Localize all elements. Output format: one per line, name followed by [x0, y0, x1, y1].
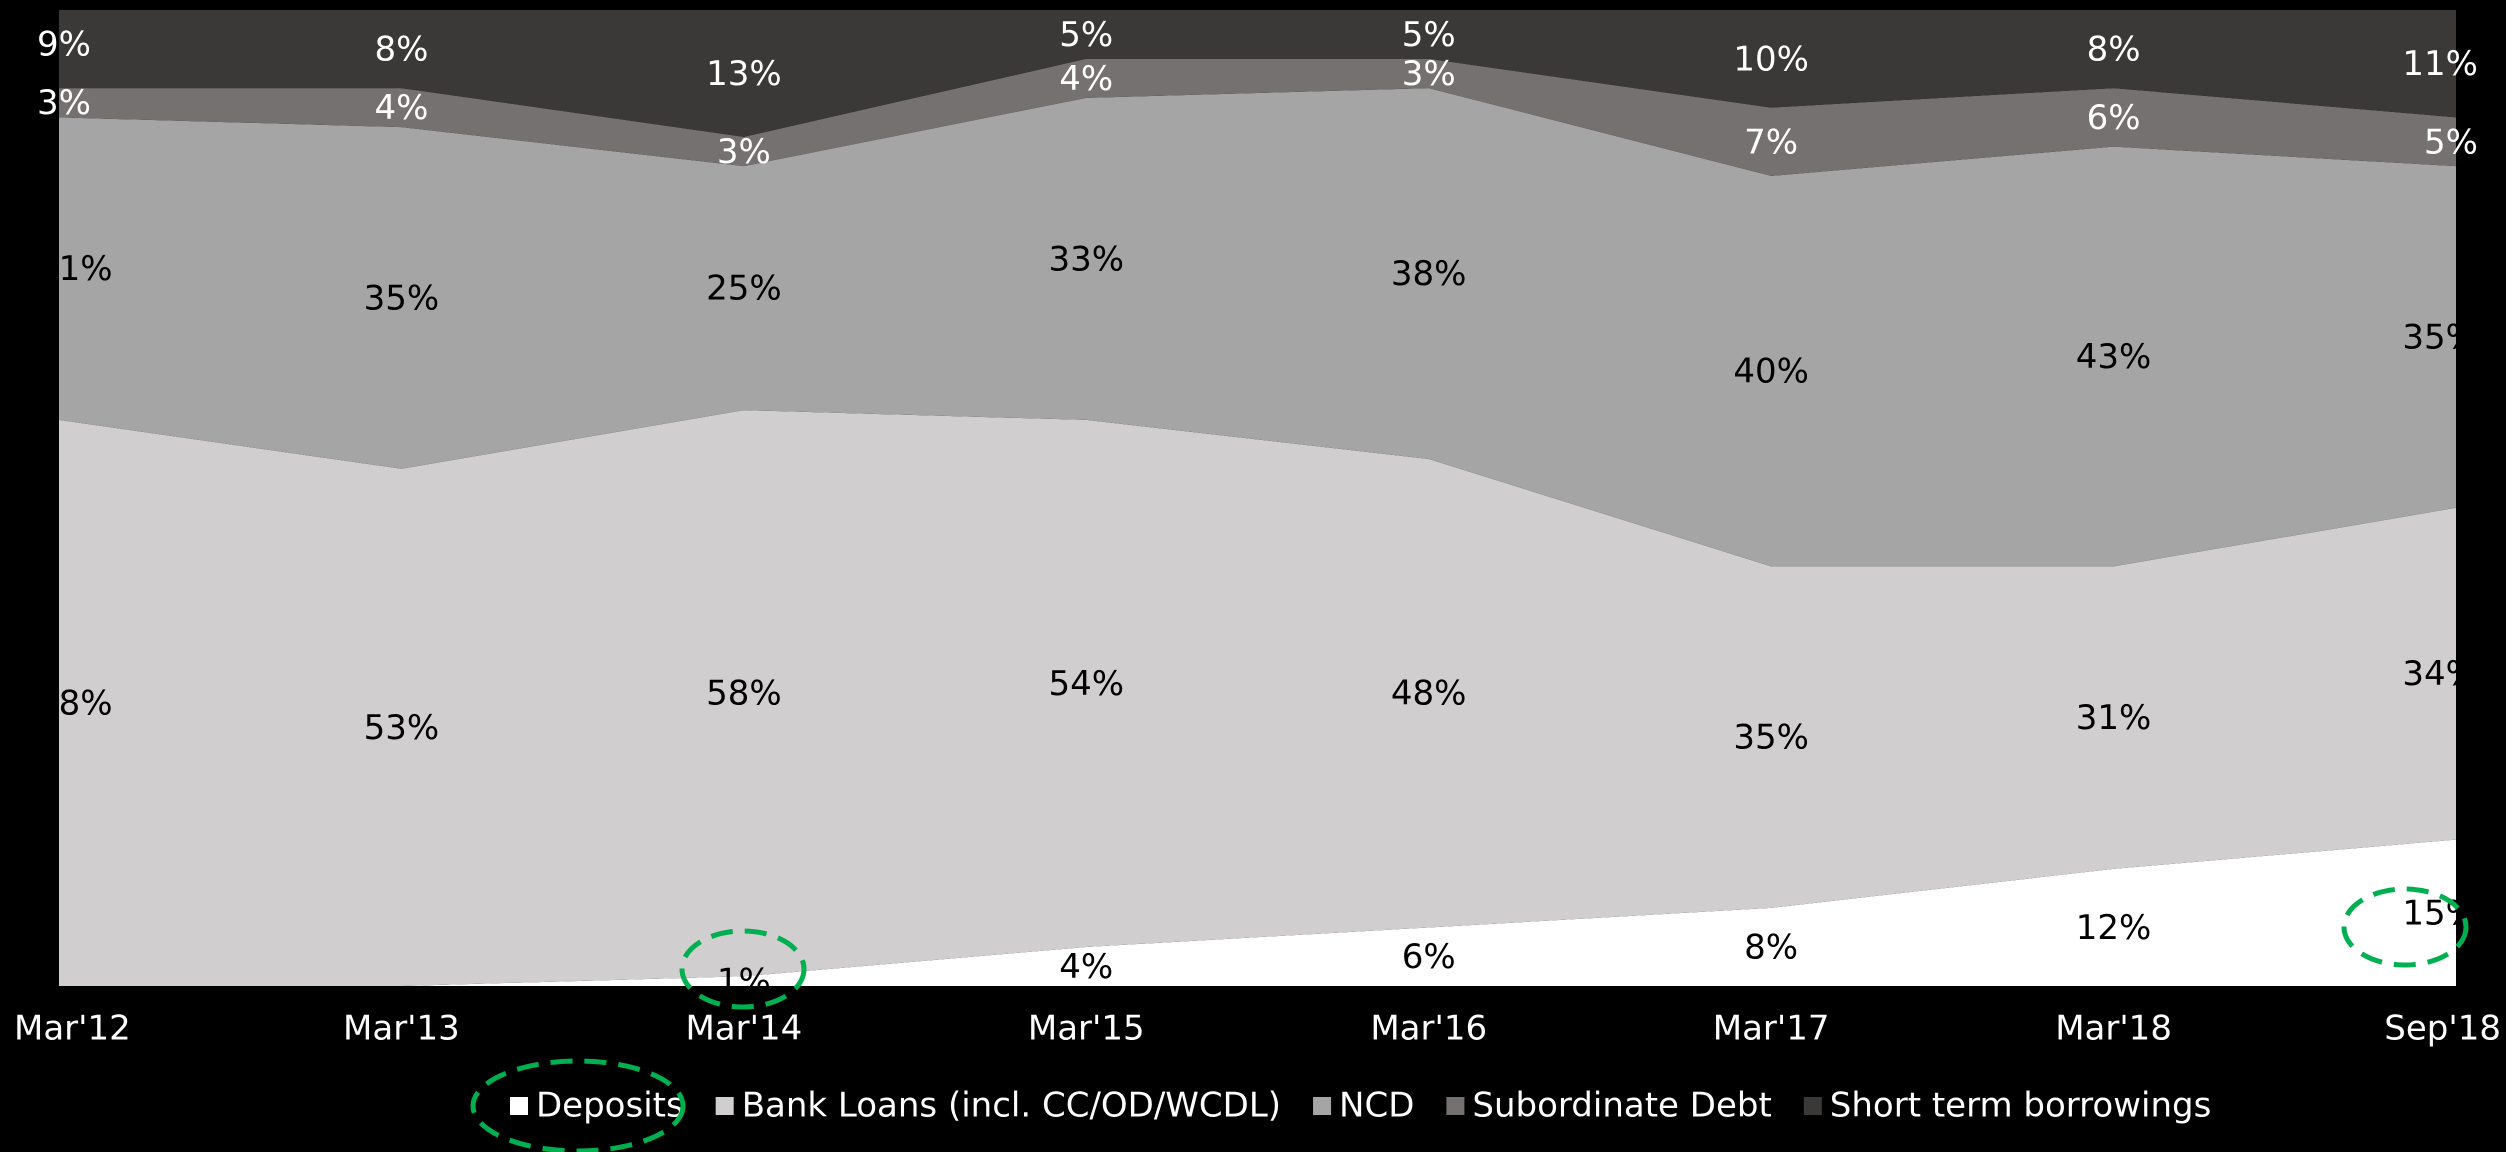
data-label: 38% — [1391, 254, 1467, 294]
highlight-circle — [470, 1058, 686, 1152]
legend: Deposits Bank Loans (incl. CC/OD/WCDL) NCD… — [510, 1086, 2211, 1126]
plot-area — [59, 10, 2456, 986]
data-label: 6% — [1402, 937, 1456, 977]
legend-swatch — [1803, 1097, 1822, 1115]
data-label: 6% — [2087, 98, 2141, 138]
legend-swatch — [1313, 1097, 1332, 1115]
x-tick-label: Mar'14 — [685, 1009, 802, 1049]
data-label: 13% — [706, 54, 782, 94]
data-label: 25% — [706, 269, 782, 309]
x-tick-label: Mar'17 — [1713, 1009, 1830, 1049]
legend-label: Short term borrowings — [1830, 1086, 2212, 1126]
x-tick-label: Mar'16 — [1370, 1009, 1487, 1049]
data-label: 10% — [1733, 39, 1809, 79]
data-label: 11% — [2402, 44, 2478, 84]
data-label: 4% — [1059, 59, 1113, 99]
data-label: 35% — [2402, 317, 2478, 357]
data-label: 5% — [2424, 122, 2478, 162]
area — [59, 88, 2456, 567]
data-label: 43% — [2076, 337, 2152, 377]
data-labels: 1% 4% 6% 8% 12% 15%58%53%58% 54% 48%35% 31%34%31… — [37, 15, 2478, 1002]
data-label: 31% — [2076, 698, 2152, 738]
data-label: 8% — [1744, 927, 1798, 967]
data-label: 53% — [364, 708, 440, 748]
data-label: 4% — [374, 88, 428, 128]
data-label: 4% — [1059, 947, 1113, 987]
highlight-circle — [679, 928, 807, 1010]
x-tick-label: Mar'12 — [14, 1009, 131, 1049]
data-label: 3% — [1402, 54, 1456, 94]
data-label: 35% — [364, 278, 440, 318]
data-label: 3% — [37, 83, 91, 123]
legend-swatch — [510, 1097, 528, 1115]
x-tick-label: Mar'13 — [343, 1009, 460, 1049]
area — [59, 839, 2456, 986]
data-label: 3% — [717, 132, 771, 172]
data-label: 8% — [2087, 30, 2141, 70]
data-label: 58% — [706, 674, 782, 714]
area — [59, 410, 2456, 986]
highlight-circle — [2341, 886, 2469, 968]
data-label: 54% — [1048, 664, 1124, 704]
area — [59, 58, 2456, 176]
data-label: 34% — [2402, 654, 2478, 694]
data-label: 9% — [37, 25, 91, 65]
data-label: 5% — [1402, 15, 1456, 55]
data-label: 7% — [1744, 122, 1798, 162]
x-tick-label: Mar'18 — [2055, 1009, 2172, 1049]
data-label: 12% — [2076, 908, 2152, 948]
data-label: 58% — [37, 683, 113, 723]
legend-label: Deposits — [536, 1086, 684, 1126]
data-label: 48% — [1391, 674, 1467, 714]
area — [59, 10, 2456, 137]
data-label: 31% — [37, 249, 113, 289]
legend-label: Subordinate Debt — [1472, 1086, 1771, 1126]
legend-label: Bank Loans (incl. CC/OD/WCDL) — [742, 1086, 1281, 1126]
legend-swatch — [1446, 1097, 1465, 1115]
x-tick-label: Sep'18 — [2384, 1009, 2501, 1049]
data-label: 1% — [717, 962, 771, 1002]
data-label: 40% — [1733, 352, 1809, 392]
data-label: 35% — [1733, 718, 1809, 758]
legend-label: NCD — [1339, 1086, 1414, 1126]
data-label: 33% — [1048, 239, 1124, 279]
legend-swatch — [715, 1097, 734, 1115]
data-label: 8% — [374, 30, 428, 70]
data-label: 5% — [1059, 15, 1113, 55]
x-tick-label: Mar'15 — [1028, 1009, 1145, 1049]
